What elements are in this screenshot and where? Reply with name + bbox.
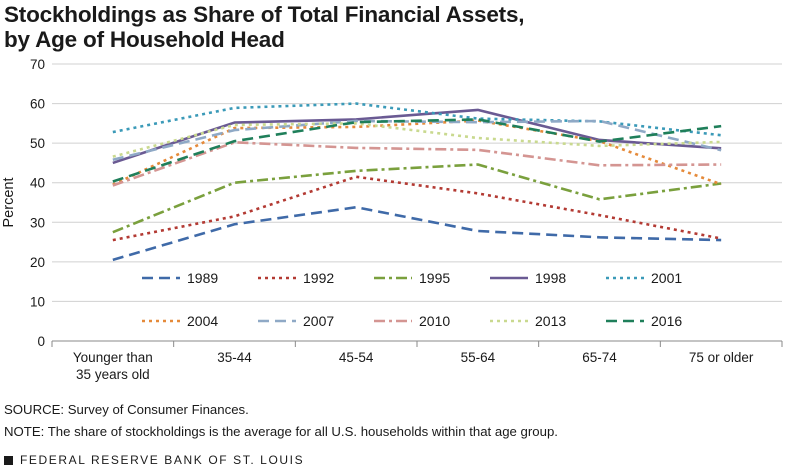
legend-label-2016: 2016 [651,313,682,329]
legend-item-1998: 1998 [490,270,566,286]
legend-label-2010: 2010 [419,313,450,329]
source-note: SOURCE: Survey of Consumer Finances. [4,402,249,417]
legend-label-2013: 2013 [535,313,566,329]
chart-title: Stockholdings as Share of Total Financia… [4,2,564,52]
y-tick-label: 0 [37,334,45,349]
x-tick-label: 75 or older [689,350,754,365]
y-tick-label: 50 [30,136,45,151]
y-tick-label: 40 [30,176,45,191]
legend-item-1995: 1995 [374,270,450,286]
footer-text: FEDERAL RESERVE BANK OF ST. LOUIS [20,453,305,467]
series-line-2016 [112,118,722,183]
legend-item-1992: 1992 [258,270,334,286]
footer: FEDERAL RESERVE BANK OF ST. LOUIS [4,453,304,467]
legend-item-2001: 2001 [606,270,682,286]
legend-item-2016: 2016 [606,313,682,329]
x-tick-label-line: 55-64 [461,350,496,365]
y-tick-label: 20 [30,255,45,270]
legend-item-1989: 1989 [142,270,218,286]
legend-item-2010: 2010 [374,313,450,329]
legend-label-1995: 1995 [419,270,450,286]
y-tick-label: 30 [30,215,45,230]
legend-label-1998: 1998 [535,270,566,286]
series-line-1989 [112,205,722,262]
x-tick-label-line: 35 years old [76,367,150,382]
x-tick-label-line: 45-54 [339,350,374,365]
legend-label-2004: 2004 [187,313,218,329]
series-line-1998 [112,108,722,165]
y-tick-label: 70 [30,57,45,72]
x-tick-label: 65-74 [582,350,617,365]
legend-label-2007: 2007 [303,313,334,329]
y-tick-label: 10 [30,294,45,309]
x-tick-label-line: 35-44 [217,350,252,365]
footer-square-icon [4,455,13,465]
x-tick-label: Younger than 35 years old [73,350,153,382]
series-line-2004 [112,119,722,186]
legend-label-2001: 2001 [651,270,682,286]
series-line-1992 [112,175,722,242]
legend-item-2004: 2004 [142,313,218,329]
legend-label-1992: 1992 [303,270,334,286]
legend-item-2013: 2013 [490,313,566,329]
y-axis-title: Percent [1,178,17,228]
series-line-2010 [112,141,722,187]
x-tick-label: 55-64 [461,350,496,365]
series-line-1995 [112,163,722,234]
x-tick-label-line: 65-74 [582,350,617,365]
x-tick-label: 35-44 [217,350,252,365]
series-line-2013 [112,122,722,158]
legend-item-2007: 2007 [258,313,334,329]
legend-label-1989: 1989 [187,270,218,286]
footnote: NOTE: The share of stockholdings is the … [4,424,558,439]
line-chart: 0 10 20 30 40 50 60 70 Younger than 35 years old 3… [1,57,783,382]
title-line-1: Stockholdings as Share of Total Financia… [4,2,525,27]
x-tick-label: 45-54 [339,350,374,365]
y-tick-label: 60 [30,97,45,112]
title-line-2: by Age of Household Head [4,27,285,52]
x-tick-label-line: Younger than [73,350,153,365]
x-tick-label-line: 75 or older [689,350,754,365]
